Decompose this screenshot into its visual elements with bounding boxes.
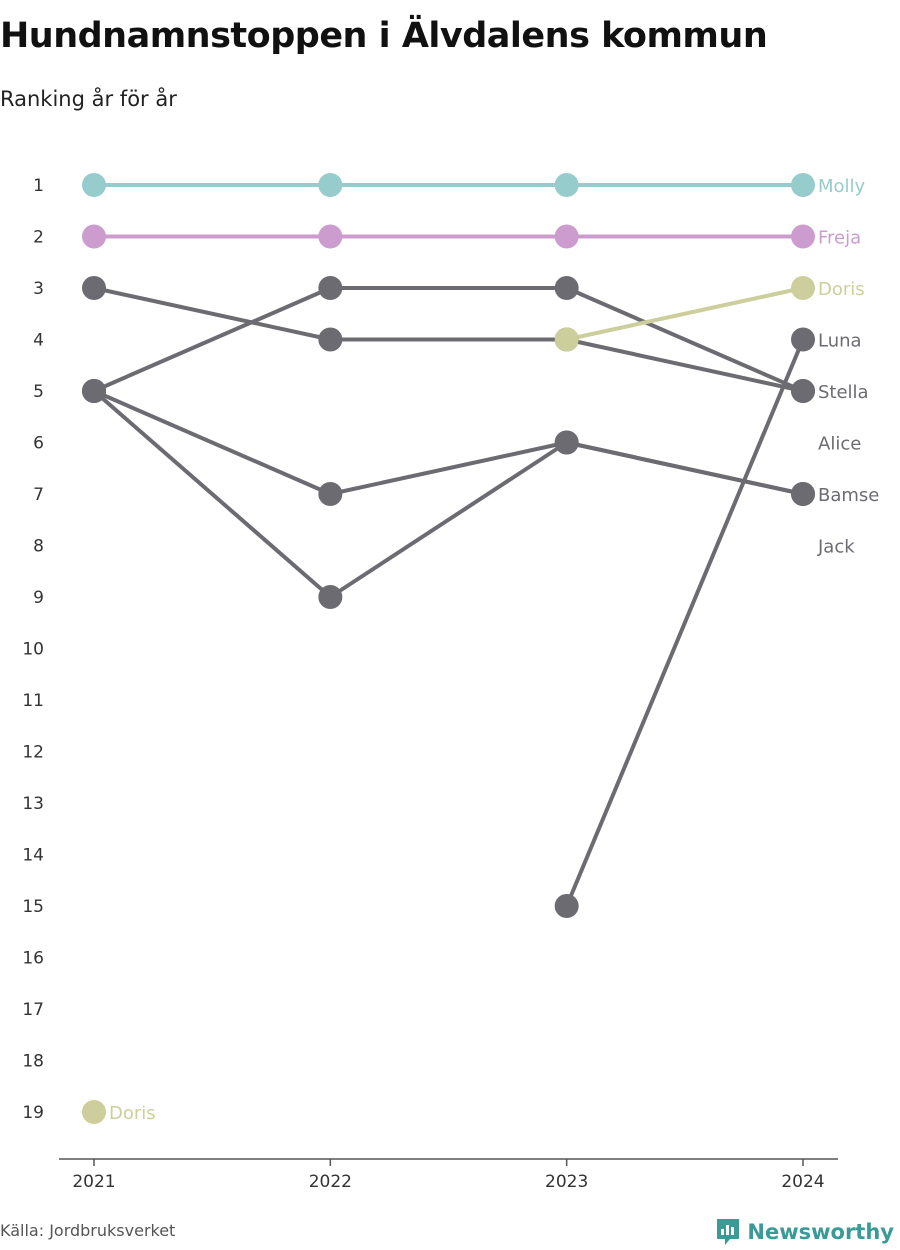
series-line-jack — [564, 440, 805, 496]
series-point-alice — [791, 379, 815, 403]
y-tick-label: 1 — [33, 176, 44, 196]
y-tick-label: 5 — [33, 382, 44, 402]
chart-subtitle: Ranking år för år — [0, 87, 177, 111]
series-line-stella — [564, 337, 805, 393]
series-point-molly — [791, 173, 815, 197]
brand-name: Newsworthy — [747, 1220, 894, 1244]
source-note: Källa: Jordbruksverket — [0, 1221, 176, 1240]
series-point-doris — [82, 1100, 106, 1124]
series-point-luna — [554, 894, 579, 918]
series-point-doris — [554, 327, 579, 352]
end-label-luna: Luna — [818, 331, 862, 352]
x-tick-label: 2022 — [309, 1172, 352, 1192]
end-label-molly: Molly — [818, 176, 866, 197]
series-points — [82, 173, 815, 1124]
series-line-jack — [92, 389, 333, 599]
end-label-alice: Alice — [818, 434, 861, 455]
y-tick-label: 2 — [33, 228, 44, 248]
series-line-jack — [328, 440, 569, 599]
x-tick-label: 2023 — [545, 1172, 588, 1192]
series-point-luna — [791, 327, 815, 352]
series-line-luna — [564, 337, 805, 908]
series-line-stella — [92, 286, 333, 342]
y-tick-label: 4 — [33, 331, 44, 351]
end-label-freja: Freja — [818, 228, 861, 249]
end-label-stella: Stella — [818, 382, 869, 403]
series-point-alice — [554, 276, 579, 300]
series-lines — [92, 183, 805, 908]
series-point-jack — [82, 379, 106, 403]
x-axis: 2021 2022 2023 2024 — [59, 1158, 838, 1192]
end-label-jack: Jack — [817, 537, 855, 558]
series-line-doris — [564, 286, 805, 342]
series-point-freja — [82, 224, 106, 249]
y-tick-label: 14 — [22, 846, 44, 866]
y-tick-label: 16 — [22, 949, 44, 969]
series-point-molly — [318, 173, 343, 197]
y-tick-label: 7 — [33, 485, 44, 505]
end-label-bamse: Bamse — [818, 485, 879, 506]
brand-logo: Newsworthy — [715, 1217, 894, 1247]
y-tick-label: 15 — [22, 897, 44, 917]
chart-title: Hundnamnstoppen i Älvdalens kommun — [0, 16, 768, 56]
end-label-doris: Doris — [818, 279, 865, 300]
y-tick-label: 19 — [22, 1103, 44, 1123]
series-point-alice — [318, 276, 343, 300]
series-line-bamse — [92, 389, 333, 496]
series-line-alice — [92, 286, 333, 393]
series-point-jack — [791, 482, 815, 506]
y-tick-label: 12 — [22, 743, 44, 763]
series-line-bamse — [328, 440, 569, 496]
y-tick-label: 10 — [22, 640, 44, 660]
series-line-alice — [564, 286, 805, 393]
series-point-jack — [554, 430, 579, 455]
y-tick-label: 3 — [33, 279, 44, 299]
series-point-molly — [82, 173, 106, 197]
start-label-doris: Doris — [109, 1103, 156, 1124]
series-point-stella — [82, 276, 106, 300]
series-point-jack — [318, 585, 343, 609]
x-tick-label: 2021 — [72, 1172, 115, 1192]
y-tick-label: 11 — [22, 691, 44, 711]
series-point-freja — [318, 224, 343, 249]
y-tick-label: 6 — [33, 434, 44, 454]
x-tick-label: 2024 — [781, 1172, 824, 1192]
series-point-bamse — [318, 482, 343, 506]
y-tick-label: 18 — [22, 1052, 44, 1072]
series-point-freja — [791, 224, 815, 249]
newsworthy-logo-icon — [717, 1219, 740, 1245]
series-point-molly — [554, 173, 579, 197]
y-tick-label: 8 — [33, 537, 44, 557]
series-point-stella — [318, 327, 343, 352]
series-point-freja — [554, 224, 579, 249]
y-tick-label: 9 — [33, 588, 44, 608]
y-tick-label: 13 — [22, 794, 44, 814]
series-point-doris — [791, 276, 815, 300]
series-end-labels: Molly Freja Doris Luna Stella Alice Bamse Jack D… — [109, 176, 879, 1124]
y-tick-label: 17 — [22, 1000, 44, 1020]
